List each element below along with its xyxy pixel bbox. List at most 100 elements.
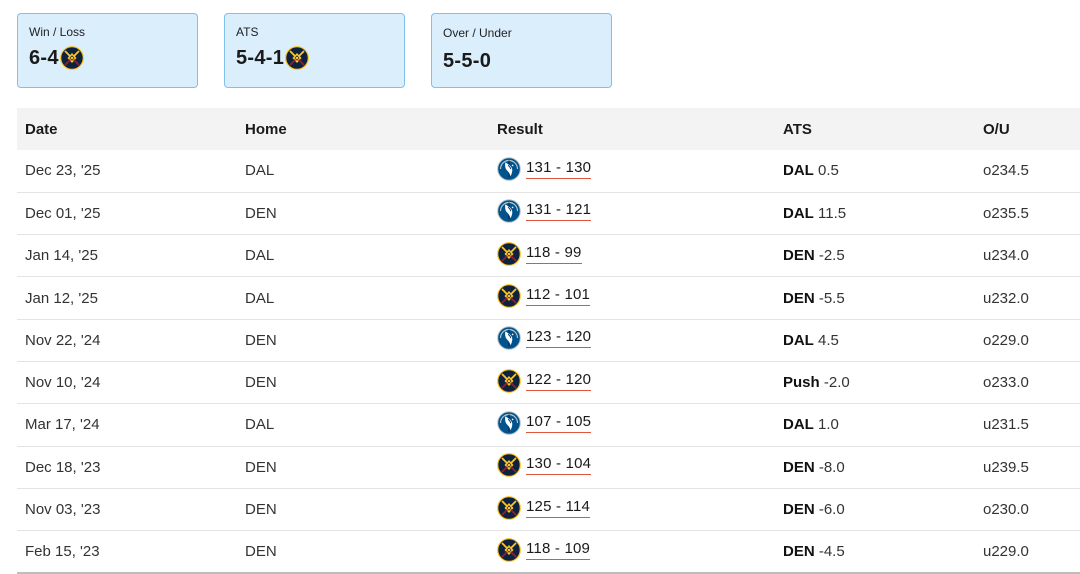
ats-cell: Push -2.0	[775, 361, 975, 403]
score-link[interactable]: 112 - 101	[526, 286, 591, 307]
result-content: 122 - 120	[497, 368, 592, 393]
ats-team: Push	[783, 374, 820, 392]
home-team-cell: DEN	[245, 458, 277, 476]
date-cell: Mar 17, '24	[25, 416, 100, 434]
header-result: Result	[497, 120, 543, 138]
score-link[interactable]: 122 - 120	[526, 371, 592, 391]
ats-line: -6.0	[818, 501, 845, 519]
mavericks-logo-icon	[497, 411, 521, 435]
win-loss-team-logo	[59, 46, 84, 70]
nuggets-logo-icon	[497, 284, 521, 308]
result-content: 118 - 99	[497, 241, 582, 266]
result-content: 118 - 109	[497, 537, 591, 562]
result-content: 112 - 101	[497, 284, 591, 308]
ats-line: 11.5	[818, 204, 847, 222]
ats-value: 5-4-1	[236, 47, 285, 69]
ats-line: -8.0	[818, 458, 845, 476]
ats-cell: DEN -5.5	[775, 277, 975, 319]
over-under-cell: o235.5	[983, 204, 1029, 222]
over-under-label: Over / Under	[443, 26, 512, 40]
ats-cell: DEN -2.5	[775, 235, 975, 277]
home-team-cell: DAL	[245, 416, 275, 434]
over-under-value-row: 5-5-0	[443, 48, 600, 74]
result-content: 107 - 105	[497, 411, 592, 435]
over-under-cell: o230.0	[983, 501, 1029, 519]
table-row: Nov 03, '23 DEN 125 - 114 DEN -6.0 o230.…	[17, 488, 1080, 531]
score-link[interactable]: 130 - 104	[526, 455, 592, 476]
nuggets-logo-icon	[497, 368, 521, 393]
over-under-cell: u232.0	[983, 289, 1029, 307]
score-link[interactable]: 107 - 105	[526, 413, 592, 433]
over-under-value: 5-5-0	[443, 50, 492, 72]
ats-cell: DEN -8.0	[775, 446, 975, 488]
nuggets-logo-icon	[285, 46, 310, 70]
mavericks-logo-icon	[497, 199, 521, 224]
score-link[interactable]: 118 - 109	[526, 540, 591, 560]
mavericks-logo-icon	[497, 157, 521, 181]
score-link[interactable]: 131 - 121	[526, 201, 592, 222]
nuggets-logo-icon	[497, 495, 521, 520]
over-under-cell: o229.0	[983, 331, 1029, 349]
home-team-cell: DEN	[245, 501, 277, 519]
result-cell: 118 - 99	[489, 235, 775, 277]
over-under-cell: u231.5	[983, 416, 1029, 434]
result-cell: 123 - 120	[489, 319, 775, 361]
ats-cell: DAL 11.5	[775, 192, 975, 234]
result-content: 123 - 120	[497, 326, 592, 351]
ats-value-row: 5-4-1	[236, 45, 393, 71]
nuggets-logo-icon	[497, 453, 521, 478]
result-cell: 112 - 101	[489, 277, 775, 319]
winner-logo	[497, 537, 526, 562]
over-under-cell: u234.0	[983, 247, 1029, 265]
winner-logo	[497, 241, 526, 266]
ats-team: DAL	[783, 162, 814, 180]
ats-cell: DAL 0.5	[775, 150, 975, 192]
ats-cell: DEN -6.0	[775, 488, 975, 530]
result-content: 130 - 104	[497, 453, 592, 478]
date-cell: Feb 15, '23	[25, 543, 100, 561]
home-team-cell: DEN	[245, 204, 277, 222]
nuggets-logo-icon	[59, 46, 84, 70]
result-content: 125 - 114	[497, 495, 591, 520]
date-cell: Dec 23, '25	[25, 162, 101, 180]
mavericks-logo-icon	[497, 326, 521, 351]
date-cell: Nov 10, '24	[25, 374, 101, 392]
ats-team: DEN	[783, 458, 815, 476]
table-row: Feb 15, '23 DEN 118 - 109 DEN -4.5 u229.…	[17, 531, 1080, 573]
date-cell: Jan 12, '25	[25, 289, 98, 307]
score-link[interactable]: 131 - 130	[526, 159, 592, 179]
ats-team: DAL	[783, 331, 814, 349]
table-row: Dec 23, '25 DAL 131 - 130 DAL 0.5 o234.5	[17, 150, 1080, 193]
ats-label: ATS	[236, 25, 259, 39]
score-link[interactable]: 123 - 120	[526, 328, 592, 349]
ats-team: DEN	[783, 501, 815, 519]
ats-cell: DAL 4.5	[775, 319, 975, 361]
ats-line: -5.5	[818, 289, 845, 307]
result-cell: 118 - 109	[489, 531, 775, 573]
result-content: 131 - 130	[497, 157, 592, 181]
date-cell: Dec 18, '23	[25, 458, 101, 476]
ats-team: DEN	[783, 289, 815, 307]
score-link[interactable]: 118 - 99	[526, 244, 582, 264]
result-cell: 122 - 120	[489, 361, 775, 403]
score-link[interactable]: 125 - 114	[526, 498, 591, 518]
winner-logo	[497, 326, 526, 351]
ats-team-logo	[284, 46, 310, 70]
header-ou: O/U	[983, 120, 1010, 138]
result-cell: 107 - 105	[489, 404, 775, 446]
nuggets-logo-icon	[497, 241, 521, 266]
winner-logo	[497, 284, 526, 308]
home-team-cell: DAL	[245, 162, 275, 180]
table-row: Nov 22, '24 DEN 123 - 120 DAL 4.5 o229.0	[17, 319, 1080, 362]
header-date: Date	[25, 120, 58, 138]
home-team-cell: DEN	[245, 331, 277, 349]
ats-line: 1.0	[818, 416, 839, 434]
ats-card: ATS 5-4-1	[224, 13, 405, 88]
result-content: 131 - 121	[497, 199, 592, 224]
ats-cell: DAL 1.0	[775, 404, 975, 446]
table-row: Dec 18, '23 DEN 130 - 104 DEN -8.0 u239.…	[17, 446, 1080, 489]
winner-logo	[497, 453, 526, 478]
ats-team: DEN	[783, 543, 815, 561]
home-team-cell: DAL	[245, 247, 275, 265]
ats-cell: DEN -4.5	[775, 531, 975, 573]
